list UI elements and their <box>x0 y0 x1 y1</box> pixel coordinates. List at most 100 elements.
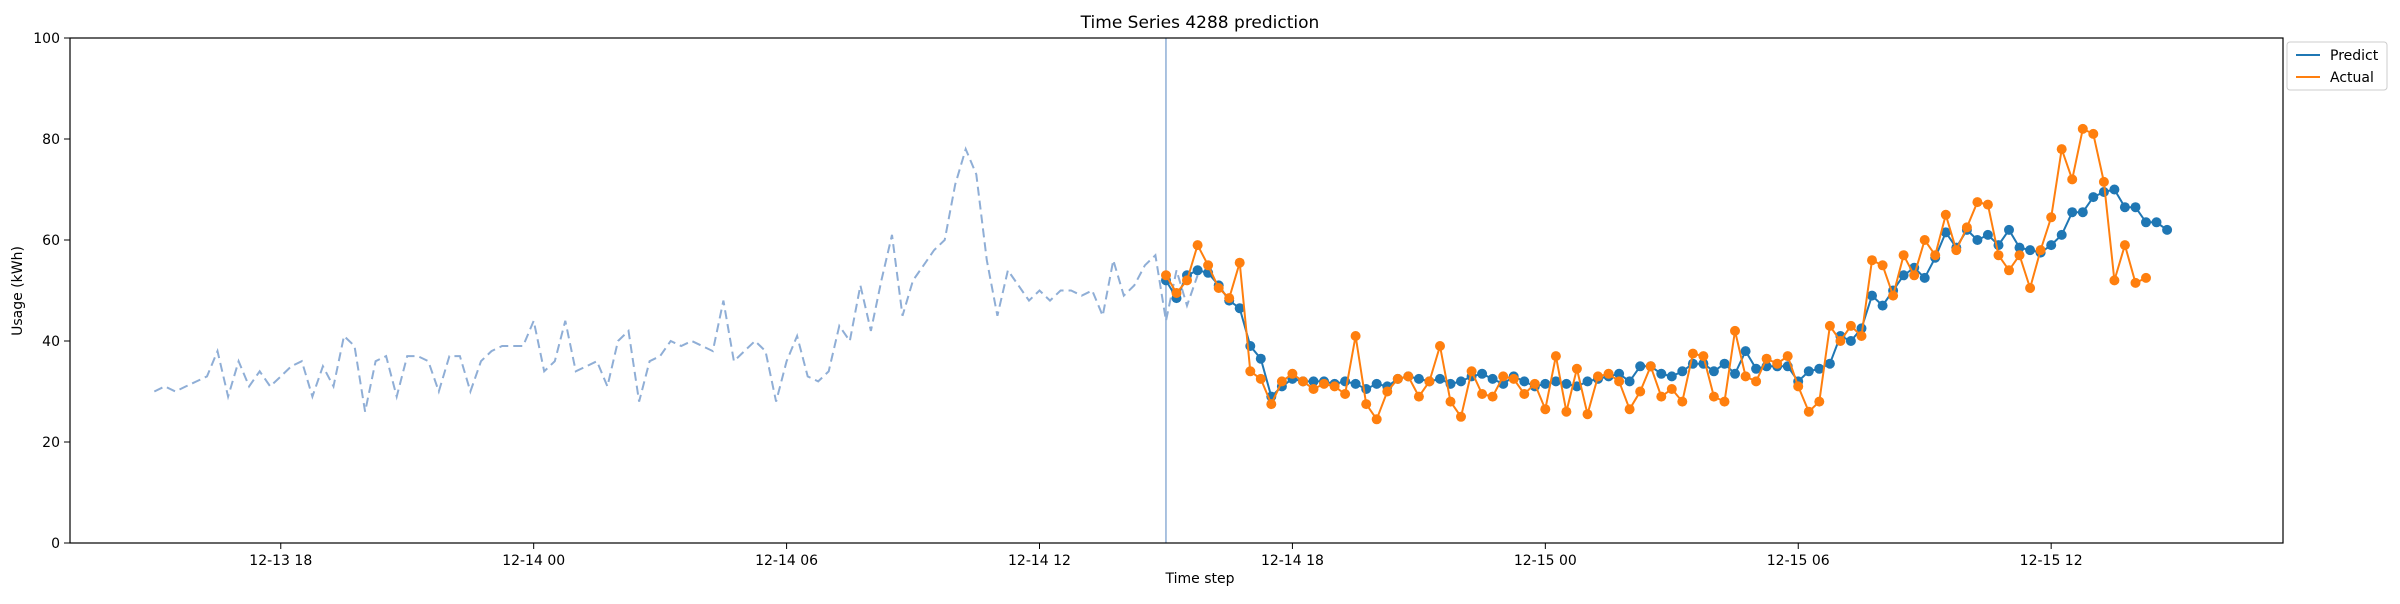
actual-point <box>1961 222 1972 233</box>
actual-point <box>1319 378 1329 389</box>
y-tick-label: 80 <box>42 132 60 148</box>
y-tick-label: 60 <box>42 233 60 249</box>
x-tick-label: 12-15 12 <box>2020 553 2083 569</box>
actual-point <box>1371 414 1382 425</box>
actual-point <box>1645 361 1656 372</box>
actual-point <box>2004 265 2014 276</box>
actual-point <box>1498 371 1509 382</box>
predict-point <box>2056 229 2067 240</box>
actual-point <box>1466 366 1477 377</box>
predict-series-line <box>1165 188 2168 399</box>
predict-point <box>1814 363 1825 374</box>
actual-point <box>2067 174 2078 185</box>
actual-point <box>1793 381 1804 392</box>
y-tick-label: 100 <box>33 31 60 47</box>
actual-point <box>2130 277 2141 288</box>
actual-point <box>1919 235 1930 245</box>
actual-point <box>1213 283 1224 293</box>
predict-point <box>2119 202 2130 213</box>
actual-point <box>1835 336 1846 346</box>
actual-point <box>2088 128 2099 139</box>
actual-point <box>1561 406 1572 417</box>
actual-point <box>1287 368 1298 379</box>
predict-point <box>1477 368 1488 379</box>
predict-point <box>1803 366 1814 377</box>
predict-point <box>1635 361 1646 372</box>
actual-point <box>1940 209 1951 220</box>
actual-point <box>1582 409 1593 420</box>
y-tick-label: 0 <box>51 536 60 552</box>
actual-point <box>1161 270 1171 281</box>
y-tick-label: 20 <box>42 435 60 451</box>
actual-point <box>1413 391 1424 402</box>
predict-point <box>1582 376 1593 387</box>
actual-point <box>1508 373 1519 384</box>
actual-point <box>1824 320 1835 331</box>
actual-point <box>1329 381 1340 392</box>
actual-point <box>1677 396 1688 407</box>
actual-point <box>2077 123 2088 134</box>
history-series-line <box>153 146 1199 412</box>
predict-point <box>1919 272 1930 283</box>
actual-point <box>1182 275 1192 286</box>
x-tick-label: 12-15 00 <box>1514 553 1577 569</box>
predict-point <box>1845 336 1856 346</box>
actual-point <box>1930 250 1941 261</box>
predict-point <box>1740 346 1751 357</box>
actual-point <box>1867 255 1877 266</box>
plot-frame <box>69 37 2284 544</box>
actual-point <box>1424 376 1435 387</box>
actual-point <box>1856 331 1867 341</box>
predict-point <box>1708 366 1719 377</box>
actual-point <box>1814 396 1825 407</box>
predict-point <box>2004 224 2014 235</box>
predict-point <box>1877 300 1888 311</box>
predict-point <box>1982 229 1993 240</box>
predict-point <box>1550 376 1561 387</box>
predict-point <box>1666 371 1677 382</box>
actual-point <box>1761 353 1772 364</box>
actual-point <box>1888 290 1899 301</box>
actual-point <box>2035 245 2046 256</box>
y-tick-label: 40 <box>42 334 60 350</box>
predict-point <box>2088 192 2099 203</box>
actual-series-line <box>1165 127 2147 422</box>
actual-point <box>1550 351 1561 362</box>
actual-point <box>1993 250 2004 261</box>
actual-point <box>2056 144 2067 155</box>
actual-point <box>1266 399 1277 410</box>
actual-point <box>2098 176 2109 187</box>
actual-point <box>1392 373 1403 384</box>
legend: Predict Actual <box>2286 41 2388 91</box>
predict-point <box>1614 368 1625 379</box>
actual-point <box>1845 320 1856 331</box>
actual-point <box>1571 363 1582 374</box>
predict-point <box>1898 270 1909 281</box>
predict-point <box>1624 376 1635 387</box>
y-axis-label: Usage (kWh) <box>10 246 26 336</box>
actual-point <box>1456 411 1466 422</box>
predict-point <box>1192 265 1203 276</box>
x-tick-label: 12-13 18 <box>249 553 312 569</box>
predict-point <box>2046 240 2057 251</box>
actual-point <box>1540 404 1551 415</box>
predict-point <box>1561 378 1572 389</box>
actual-point <box>1203 260 1214 271</box>
predict-point <box>2151 217 2162 228</box>
actual-point <box>1972 197 1983 208</box>
predict-point <box>2130 202 2141 213</box>
actual-point <box>1234 257 1245 268</box>
axes: 0 20 40 60 80 100 12-13 18 12-14 00 12-14 06 12-1… <box>33 31 2284 569</box>
predict-point <box>1435 373 1445 384</box>
x-tick-label: 12-14 18 <box>1261 553 1324 569</box>
actual-point <box>1635 386 1646 397</box>
actual-point <box>1708 391 1719 402</box>
actual-point <box>1909 270 1920 281</box>
actual-point <box>1740 371 1751 382</box>
predict-point <box>1234 303 1245 314</box>
legend-actual-label: Actual <box>2330 70 2374 86</box>
actual-point <box>1687 348 1698 359</box>
actual-point <box>1898 250 1909 261</box>
